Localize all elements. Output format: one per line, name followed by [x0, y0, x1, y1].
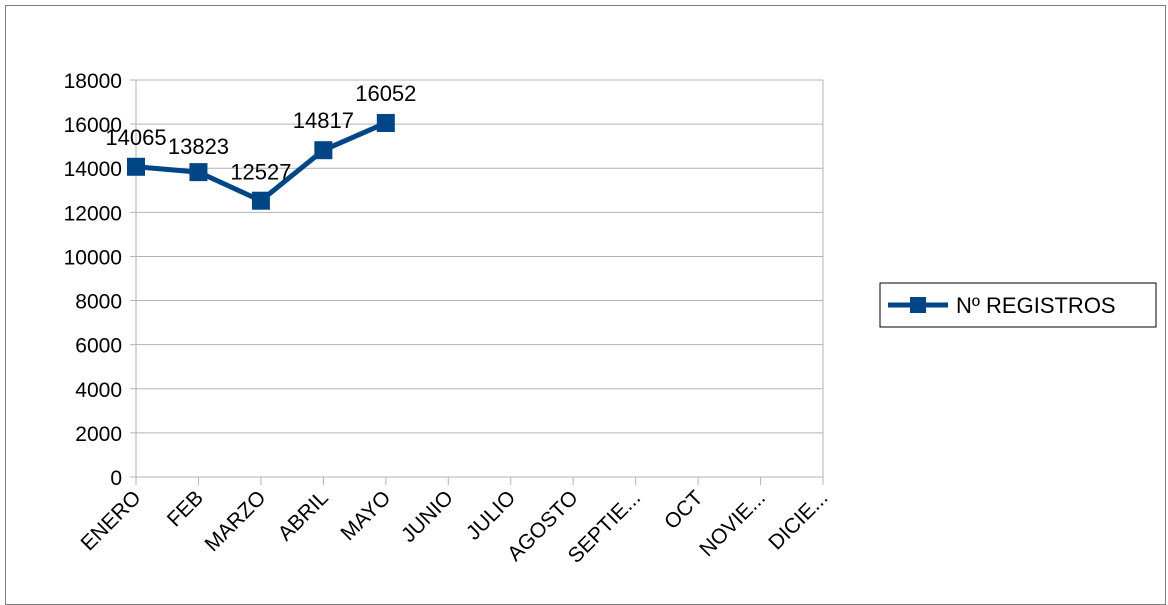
data-point-marker [376, 113, 395, 132]
x-tick-label: NOVIE... [695, 486, 770, 561]
data-point-marker [314, 141, 333, 160]
data-point-marker [189, 163, 208, 182]
gridlines [136, 79, 823, 478]
y-tick-label: 6000 [75, 335, 122, 358]
data-label: 14065 [105, 125, 166, 150]
legend-marker-swatch [910, 297, 926, 313]
x-tick-label: ABRIL [274, 486, 333, 545]
y-tick-label: 4000 [75, 379, 122, 402]
data-label: 14817 [293, 108, 354, 133]
y-tick-label: 14000 [64, 158, 122, 181]
x-tick-label: MARZO [201, 486, 271, 556]
y-tick-label: 8000 [75, 291, 122, 314]
x-tick-label: DICIE... [764, 486, 832, 554]
x-tick-label: OCT [660, 486, 708, 534]
y-tick-label: 10000 [64, 246, 122, 269]
data-label: 16052 [355, 81, 416, 106]
y-axis-ticks: 0 2000 4000 6000 8000 10000 12000 14000 16000 180… [64, 70, 136, 490]
y-tick-label: 12000 [64, 202, 122, 225]
y-tick-label: 0 [110, 467, 122, 490]
legend-label: Nº REGISTROS [956, 293, 1116, 318]
x-tick-label: FEB [163, 486, 208, 531]
data-point-marker [251, 191, 270, 210]
x-tick-label: JUNIO [397, 486, 458, 547]
x-tick-label: MAYO [336, 486, 395, 545]
x-tick-label: JULIO [462, 486, 520, 544]
axes [135, 80, 824, 478]
data-label: 13823 [168, 134, 229, 159]
data-label: 12527 [230, 160, 291, 185]
legend-box [879, 282, 1157, 328]
y-tick-label: 18000 [64, 70, 122, 93]
x-tick-label: ENERO [76, 486, 145, 555]
data-point-marker [127, 157, 145, 176]
y-tick-label: 16000 [64, 114, 122, 137]
y-tick-label: 2000 [75, 423, 122, 446]
legend: Nº REGISTROS [879, 282, 1157, 328]
